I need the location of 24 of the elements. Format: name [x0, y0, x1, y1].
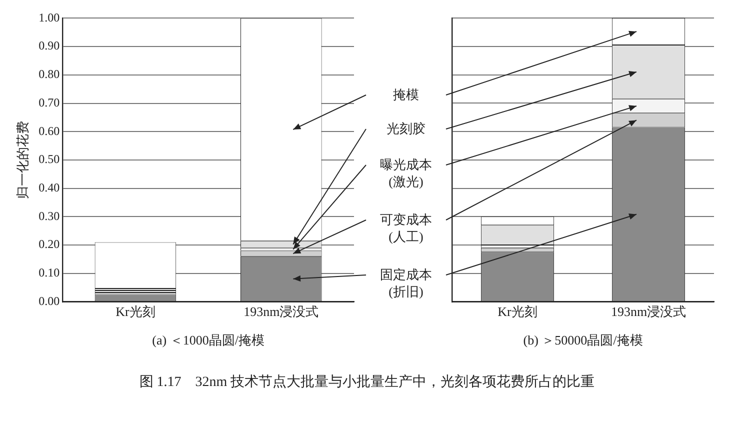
x-axis-title: (a) ＜1000晶圆/掩模 — [152, 332, 264, 348]
text: 曝光成本 (激光) — [366, 156, 446, 190]
x-tick-label: Kr光刻 — [498, 304, 538, 320]
y-tick-label: 0.50 — [38, 152, 60, 166]
y-tick-label: 0.90 — [38, 38, 60, 53]
y-tick-label: 0.30 — [38, 208, 60, 223]
text: 光刻胶 — [366, 120, 446, 137]
y-tick-label: 0.70 — [38, 95, 60, 110]
y-tick-label: 0.60 — [38, 124, 60, 138]
text: 掩模 — [366, 86, 446, 103]
y-tick-label: 0.10 — [38, 266, 60, 280]
y-axis-title: 归一化的花费 — [15, 121, 30, 199]
x-tick-label: 193nm浸没式 — [610, 304, 686, 320]
caption: 图 1.17 32nm 技术节点大批量与小批量生产中，光刻各项花费所占的比重 — [138, 373, 596, 391]
x-axis-title: (b) ＞50000晶圆/掩模 — [523, 332, 643, 348]
text: 可变成本 (人工) — [366, 211, 446, 245]
y-tick-label: 0.00 — [38, 294, 60, 308]
y-tick-label: 1.00 — [38, 10, 60, 24]
x-tick-label: 193nm浸没式 — [244, 304, 319, 320]
x-tick-label: Kr光刻 — [116, 304, 156, 320]
y-tick-label: 0.20 — [38, 237, 60, 252]
y-tick-label: 0.80 — [38, 67, 60, 82]
y-tick-label: 0.40 — [38, 180, 60, 195]
text: 固定成本 (折旧) — [366, 266, 446, 300]
